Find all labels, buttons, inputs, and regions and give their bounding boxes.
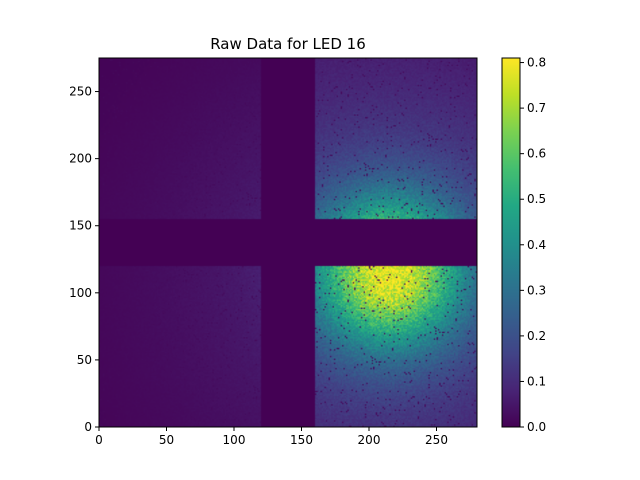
colorbar-gradient [502,58,520,427]
y-tick-label: 0 [84,420,92,434]
x-tick-label: 0 [95,433,103,447]
y-tick-label: 250 [69,85,92,99]
y-tick-label: 150 [69,219,92,233]
colorbar-tick-label: 0.3 [527,283,546,297]
y-tick-label: 200 [69,152,92,166]
colorbar-tick-label: 0.4 [527,238,546,252]
y-axis: 0 50 100 150 200 250 [69,85,99,434]
x-tick-label: 100 [223,433,246,447]
heatmap-pixels [99,58,477,427]
y-tick-label: 100 [69,286,92,300]
x-tick-label: 150 [290,433,313,447]
x-tick-label: 50 [159,433,174,447]
colorbar-tick-label: 0.0 [527,420,546,434]
colorbar-tick-label: 0.8 [527,56,546,70]
colorbar-tick-label: 0.1 [527,374,546,388]
heatmap-image [99,58,477,427]
colorbar-tick-label: 0.6 [527,147,546,161]
colorbar-tick-label: 0.7 [527,101,546,115]
y-tick-label: 50 [77,353,92,367]
colorbar: 0.0 0.1 0.2 0.3 0.4 0.5 0.6 0.7 0.8 [501,56,546,434]
x-tick-label: 250 [425,433,448,447]
chart-title: Raw Data for LED 16 [210,35,366,53]
x-tick-label: 200 [358,433,381,447]
plot-frame [98,57,478,428]
colorbar-tick-label: 0.5 [527,192,546,206]
x-axis: 0 50 100 150 200 250 [95,427,448,447]
colorbar-tick-label: 0.2 [527,329,546,343]
colorbar-frame [501,57,521,428]
colorbar-ticks: 0.0 0.1 0.2 0.3 0.4 0.5 0.6 0.7 0.8 [520,56,546,434]
